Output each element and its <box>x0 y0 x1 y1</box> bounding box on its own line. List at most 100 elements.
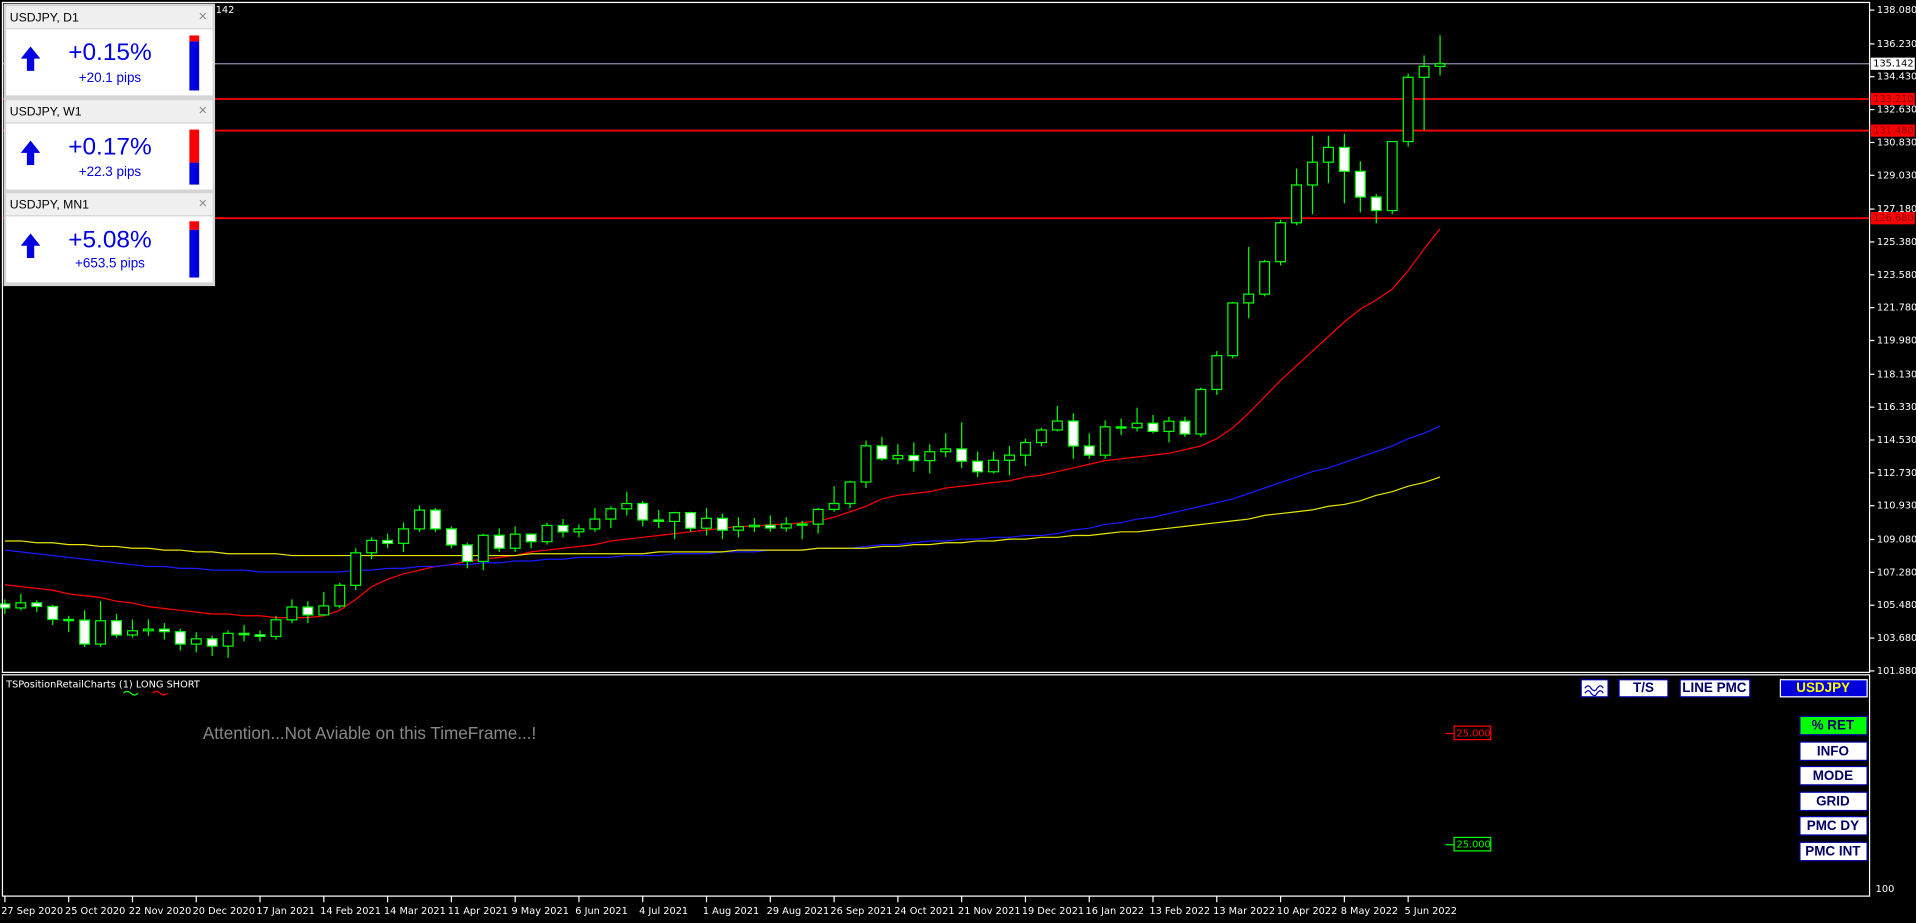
x-tick-label: 27 Sep 2020 <box>1 906 63 917</box>
candle-body <box>605 508 617 520</box>
y-tick-label: 105.480 <box>1877 600 1916 611</box>
x-tick-label: 17 Jan 2021 <box>256 906 315 917</box>
y-tick-label: 127.180 <box>1877 204 1916 215</box>
side-button[interactable] <box>1799 741 1868 762</box>
side-button[interactable] <box>1799 816 1868 836</box>
candle-body <box>95 620 107 645</box>
toolbar-button[interactable] <box>1779 679 1868 698</box>
candle-body <box>1163 420 1175 433</box>
candle-body <box>1243 293 1255 304</box>
x-tick-label: 25 Oct 2020 <box>65 906 125 917</box>
price-label-box <box>1870 124 1915 137</box>
side-button[interactable] <box>1799 765 1868 786</box>
panel-bar-blue <box>189 162 200 185</box>
y-tick-label: 101.880 <box>1877 666 1916 677</box>
candle-body <box>15 602 27 609</box>
panel-change: +0.17% <box>68 133 152 160</box>
indicator-name: TSPositionRetailCharts (1) LONG SHORT <box>5 680 200 691</box>
side-button-label: INFO <box>1817 743 1849 758</box>
side-button[interactable] <box>1799 791 1868 812</box>
candle-body <box>1402 76 1414 143</box>
candle-body <box>238 632 250 636</box>
candle-body <box>1211 355 1223 391</box>
y-tick-label: 132.630 <box>1877 105 1916 116</box>
candle-body <box>1004 454 1016 461</box>
x-tick-label: 26 Sep 2021 <box>830 906 892 917</box>
toolbar-button[interactable] <box>1618 679 1669 698</box>
y-tick-label: 129.030 <box>1877 170 1916 181</box>
x-tick-label: 8 May 2022 <box>1341 906 1398 917</box>
candle-body <box>972 460 984 473</box>
price-label: 135.142 <box>1873 59 1913 70</box>
candle-body <box>318 605 330 616</box>
y-tick-label: 138.080 <box>1877 5 1916 16</box>
panel: USDJPY, MN1 × +5.08% +653.5 pips <box>6 193 213 283</box>
panel-bar-red <box>189 221 200 230</box>
candle-body <box>31 602 43 608</box>
candle-body <box>1386 140 1398 212</box>
candle-body <box>382 539 394 544</box>
candle-body <box>493 534 505 549</box>
close-button[interactable]: × <box>199 196 208 212</box>
side-button[interactable] <box>1799 715 1868 736</box>
candle-body <box>780 523 792 529</box>
candle-body <box>1051 420 1063 431</box>
candle-body <box>1418 65 1430 78</box>
candle-body <box>0 603 11 609</box>
x-tick-label: 14 Mar 2021 <box>384 906 446 917</box>
candle-body <box>876 445 888 460</box>
candle-body <box>1434 63 1446 67</box>
x-tick-label: 13 Feb 2022 <box>1149 906 1210 917</box>
candle-body <box>222 632 234 647</box>
close-button[interactable]: × <box>199 9 208 25</box>
wave-button[interactable] <box>1580 679 1609 698</box>
side-button-label: PMC INT <box>1805 844 1861 859</box>
x-tick-label: 10 Apr 2022 <box>1277 906 1337 917</box>
side-button[interactable] <box>1799 841 1868 862</box>
candle-body <box>940 448 952 453</box>
panel-bar-red <box>189 129 200 163</box>
candle-body <box>812 508 824 525</box>
candle-body <box>541 524 553 543</box>
candle-body <box>398 528 410 544</box>
candle-body <box>206 638 218 647</box>
x-tick-label: 19 Dec 2021 <box>1022 906 1084 917</box>
candle-body <box>270 619 282 638</box>
panel-change: +0.15% <box>68 39 152 66</box>
candle-body <box>557 524 569 533</box>
panel-header <box>6 193 213 216</box>
x-tick-label: 4 Jul 2021 <box>639 906 688 917</box>
candle-body <box>429 509 441 530</box>
panel-pips: +653.5 pips <box>75 256 145 271</box>
candle-body <box>828 502 840 510</box>
candle-body <box>1370 196 1382 212</box>
y-tick-label: 130.830 <box>1877 137 1916 148</box>
candle-body <box>350 552 362 586</box>
x-tick-label: 5 Jun 2022 <box>1404 906 1457 917</box>
y-tick-label: 103.680 <box>1877 633 1916 644</box>
plot <box>0 35 1870 658</box>
candle-body <box>1306 161 1318 186</box>
candle-body <box>366 539 378 554</box>
candle-body <box>525 533 537 543</box>
x-tick-label: 20 Dec 2020 <box>193 906 255 917</box>
y-tick-label: 121.780 <box>1877 303 1916 314</box>
candle-body <box>956 448 968 462</box>
panel-body <box>6 29 213 96</box>
candle-body <box>701 517 713 529</box>
price-label: 126.680 <box>1873 213 1913 224</box>
candle-body <box>1259 261 1271 295</box>
short-icon <box>152 690 168 696</box>
candle-body <box>669 512 681 523</box>
side-button-label: PMC DY <box>1807 818 1859 833</box>
candle-body <box>477 534 489 563</box>
x-tick-label: 6 Jun 2021 <box>575 906 628 917</box>
side-button-label: GRID <box>1816 794 1850 809</box>
close-button[interactable]: × <box>199 103 208 119</box>
candle-body <box>685 512 697 529</box>
candle-body <box>1147 422 1159 433</box>
toolbar-button[interactable] <box>1679 679 1751 698</box>
x-tick-label: 21 Nov 2021 <box>958 906 1021 917</box>
y-tick-label: 109.080 <box>1877 534 1916 545</box>
level-label: 25.000 <box>1457 840 1491 851</box>
